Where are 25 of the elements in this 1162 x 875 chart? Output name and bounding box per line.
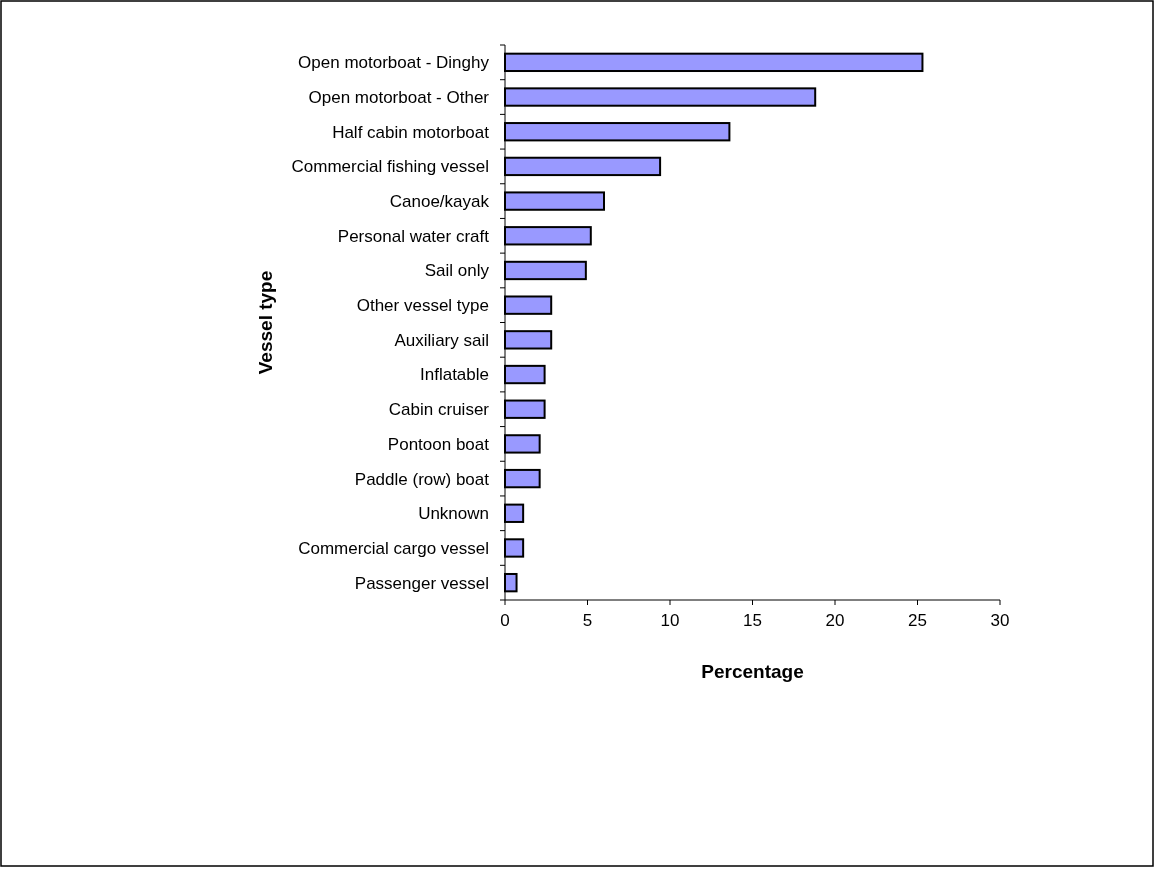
y-tick-label: Open motorboat - Dinghy — [298, 53, 490, 73]
y-tick-label: Inflatable — [420, 365, 489, 385]
y-tick-label: Canoe/kayak — [389, 192, 490, 212]
x-tick-label: 20 — [825, 611, 845, 630]
y-tick-label: Passenger vessel — [354, 573, 489, 593]
x-tick-label: 15 — [743, 611, 762, 630]
y-tick-label: Commercial fishing vessel — [291, 157, 489, 177]
x-axis-title: Percentage — [701, 661, 804, 682]
y-tick-label: Personal water craft — [337, 226, 490, 246]
y-axis-title: Vessel type — [255, 270, 276, 375]
y-tick-label: Sail only — [424, 261, 490, 281]
y-tick-label: Paddle (row) boat — [354, 469, 490, 489]
x-tick-label: 25 — [908, 611, 927, 630]
x-tick-label: 10 — [660, 611, 680, 630]
y-tick-label: Open motorboat - Other — [308, 87, 490, 107]
y-tick-label: Commercial cargo vessel — [298, 538, 489, 558]
y-tick-label: Other vessel type — [356, 296, 489, 316]
y-tick-label: Half cabin motorboat — [332, 122, 490, 142]
y-tick-label: Cabin cruiser — [388, 400, 490, 420]
x-tick-label: 5 — [582, 611, 593, 630]
y-tick-label: Unknown — [418, 504, 489, 524]
y-tick-label: Pontoon boat — [387, 434, 490, 454]
x-tick-label: 30 — [990, 611, 1010, 630]
x-tick-label: 0 — [500, 611, 510, 630]
y-tick-label: Auxiliary sail — [394, 330, 489, 350]
